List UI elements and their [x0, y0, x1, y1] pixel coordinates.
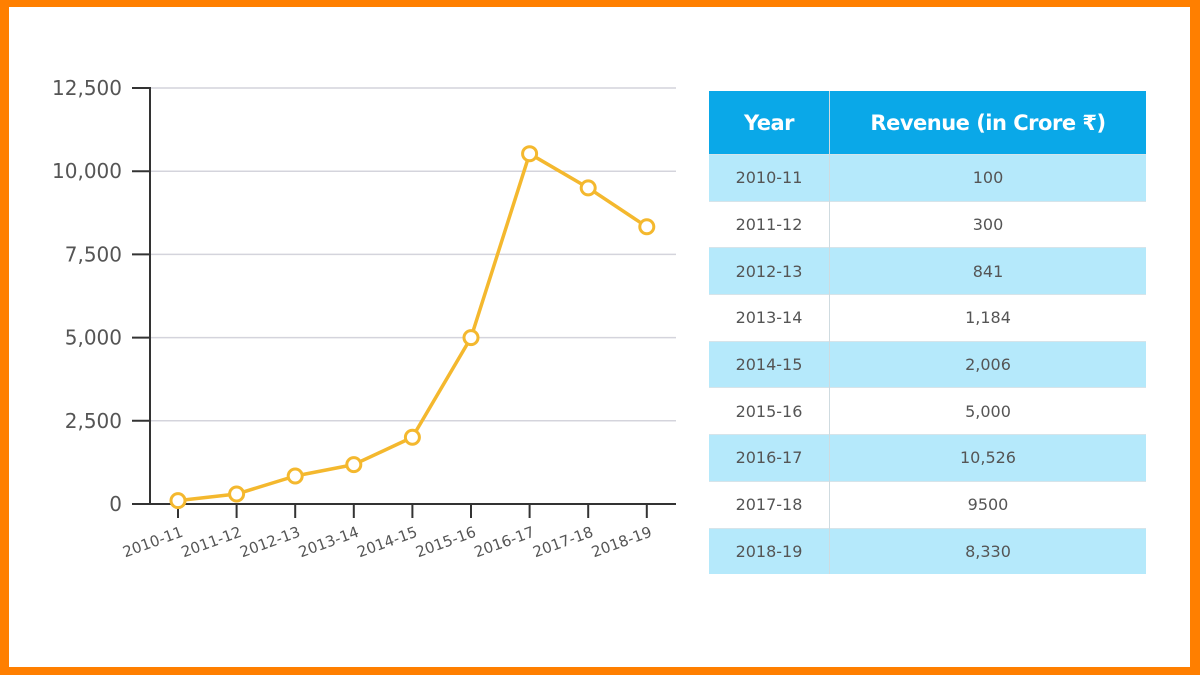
- data-point: [286, 467, 304, 485]
- data-point: [521, 145, 539, 163]
- revenue-table: Year Revenue (in Crore ₹) 2010-11 100 2011…: [709, 91, 1146, 575]
- table-row: 2013-14 1,184: [709, 294, 1146, 342]
- data-point: [462, 329, 480, 347]
- revenue-line-chart: 0 2,500 5,000 7,500 10,000 12,500 2010-112011-…: [52, 76, 676, 561]
- revenue-cell: 8,330: [829, 527, 1146, 575]
- x-tick-label: 2010-11: [120, 523, 185, 561]
- revenue-line: [177, 151, 648, 503]
- year-cell: 2018-19: [709, 527, 830, 575]
- revenue-cell: 1,184: [829, 294, 1146, 342]
- year-cell: 2010-11: [709, 154, 830, 202]
- table-row: 2018-19 8,330: [709, 527, 1146, 575]
- x-tick-label: 2017-18: [531, 523, 596, 561]
- x-tick-label: 2013-14: [296, 523, 361, 561]
- year-cell: 2012-13: [709, 247, 830, 295]
- year-cell: 2013-14: [709, 294, 830, 342]
- year-cell: 2016-17: [709, 434, 830, 482]
- table-row: 2014-15 2,006: [709, 340, 1146, 388]
- data-point: [403, 428, 421, 446]
- revenue-cell: 10,526: [829, 434, 1146, 482]
- table-row: 2017-18 9500: [709, 480, 1146, 528]
- y-tick-label: 12,500: [52, 76, 122, 100]
- x-tick-label: 2018-19: [589, 523, 654, 561]
- y-tick-label: 5,000: [65, 326, 122, 350]
- table-row: 2016-17 10,526: [709, 434, 1146, 482]
- table-row: 2010-11 100: [709, 154, 1146, 202]
- y-tick-label: 10,000: [52, 159, 122, 183]
- revenue-cell: 100: [829, 154, 1146, 202]
- revenue-cell: 9500: [829, 480, 1146, 528]
- y-tick-label: 0: [109, 492, 122, 516]
- data-point: [169, 492, 187, 510]
- table-row: 2011-12 300: [709, 200, 1146, 248]
- revenue-cell: 841: [829, 247, 1146, 295]
- x-tick-label: 2012-13: [238, 523, 303, 561]
- year-cell: 2011-12: [709, 200, 830, 248]
- x-tick-label: 2015-16: [413, 523, 478, 561]
- year-cell: 2014-15: [709, 340, 830, 388]
- header-revenue: Revenue (in Crore ₹): [829, 91, 1146, 155]
- data-point: [228, 485, 246, 503]
- revenue-cell: 300: [829, 200, 1146, 248]
- x-tick-label: 2011-12: [179, 523, 244, 561]
- x-tick-label: 2014-15: [355, 523, 420, 561]
- year-cell: 2017-18: [709, 480, 830, 528]
- data-point: [345, 456, 363, 474]
- revenue-cell: 2,006: [829, 340, 1146, 388]
- x-tick-label: 2016-17: [472, 523, 537, 561]
- revenue-cell: 5,000: [829, 387, 1146, 435]
- data-point: [579, 179, 597, 197]
- table-row: 2015-16 5,000: [709, 387, 1146, 435]
- year-cell: 2015-16: [709, 387, 830, 435]
- table-row: 2012-13 841: [709, 247, 1146, 295]
- y-tick-label: 7,500: [65, 242, 122, 266]
- header-year: Year: [709, 91, 830, 155]
- y-tick-label: 2,500: [65, 409, 122, 433]
- data-point: [638, 218, 656, 236]
- table-header-row: Year Revenue (in Crore ₹): [709, 91, 1146, 155]
